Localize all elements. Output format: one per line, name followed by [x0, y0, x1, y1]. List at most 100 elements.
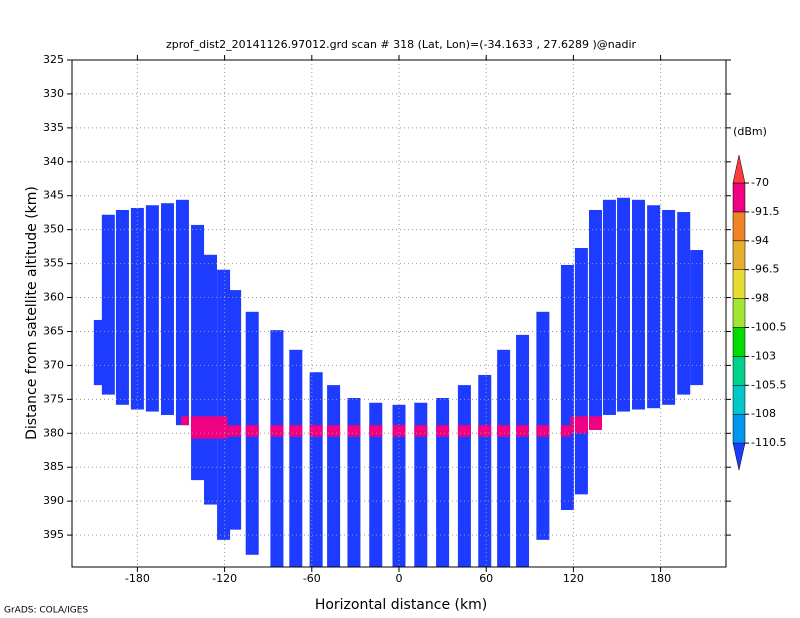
surface-echo	[436, 425, 450, 437]
chart-title: zprof_dist2_20141126.97012.grd scan # 31…	[166, 38, 637, 51]
y-tick-label: 395	[43, 528, 64, 541]
surface-echo	[414, 425, 428, 437]
echo-column	[602, 199, 616, 415]
echo-column	[414, 402, 428, 567]
echo-column	[457, 385, 471, 567]
echo-column	[145, 205, 159, 412]
surface-echo	[309, 425, 323, 437]
colorbar-triangle	[732, 442, 746, 471]
surface-echo	[191, 416, 205, 439]
echo-column	[574, 248, 588, 495]
y-tick-label: 345	[43, 189, 64, 202]
colorbar-label: (dBm)	[733, 125, 767, 138]
x-tick-label: -60	[303, 572, 321, 585]
surface-echo	[217, 416, 228, 439]
y-tick-label: 390	[43, 494, 64, 507]
y-tick-label: 350	[43, 223, 64, 236]
colorbar-tick-label: -94	[751, 234, 769, 247]
surface-echo	[560, 425, 571, 437]
surface-echo	[497, 425, 511, 437]
echo-column	[204, 254, 218, 505]
echo-column	[677, 212, 691, 395]
field	[93, 197, 704, 567]
y-axis-label: Distance from satellite altitude (km)	[24, 186, 40, 440]
x-tick-label: 0	[396, 572, 403, 585]
colorbar-box	[732, 240, 746, 270]
y-tick-label: 360	[43, 291, 64, 304]
echo-column	[101, 214, 115, 395]
echo-column	[497, 349, 511, 567]
surface-echo	[228, 425, 242, 437]
colorbar-tick-label: -96.5	[751, 263, 779, 276]
echo-column	[516, 334, 530, 567]
colorbar-box	[732, 211, 746, 242]
surface-echo	[478, 425, 492, 437]
surface-echo	[347, 425, 361, 437]
echo-column	[347, 398, 361, 567]
colorbar-triangle	[732, 154, 746, 184]
y-tick-label: 365	[43, 324, 64, 337]
echo-column	[369, 402, 383, 567]
footer: GrADS: COLA/IGES	[4, 606, 88, 616]
x-tick-label: -180	[125, 572, 150, 585]
y-tick-label: 335	[43, 121, 64, 134]
y-tick-label: 355	[43, 257, 64, 270]
surface-echo	[516, 425, 530, 437]
colorbar-box	[732, 356, 746, 386]
echo-column	[175, 199, 189, 426]
colorbar-box	[732, 327, 746, 357]
colorbar-tick-label: -103	[751, 349, 776, 362]
colorbar-box	[732, 298, 746, 328]
y-tick-label: 340	[43, 155, 64, 168]
echo-column	[160, 203, 174, 415]
surface-echo	[289, 425, 303, 437]
surface-echo	[570, 416, 574, 434]
colorbar-box	[732, 385, 746, 415]
y-tick-label: 380	[43, 426, 64, 439]
colorbar-tick-label: -105.5	[751, 378, 786, 391]
echo-column	[478, 374, 492, 567]
echo-column	[270, 330, 284, 567]
echo-column	[560, 264, 574, 510]
x-tick-label: -120	[212, 572, 237, 585]
y-tick-label: 330	[43, 87, 64, 100]
surface-echo	[245, 425, 259, 437]
surface-echo	[270, 425, 284, 437]
colorbar-tick-label: -100.5	[751, 321, 786, 334]
colorbar-tick-label: -91.5	[751, 205, 779, 218]
y-tick-label: 375	[43, 392, 64, 405]
surface-echo	[392, 425, 406, 437]
x-axis-label: Horizontal distance (km)	[315, 597, 487, 613]
echo-column	[436, 398, 450, 567]
echo-column	[228, 290, 242, 530]
colorbar-box	[732, 413, 746, 444]
y-tick-label: 370	[43, 358, 64, 371]
echo-column	[632, 199, 646, 410]
colorbar-tick-label: -70	[751, 176, 769, 189]
surface-echo	[327, 425, 341, 437]
surface-echo	[574, 416, 588, 434]
x-tick-label: 180	[650, 572, 671, 585]
plot-frame	[71, 59, 727, 568]
colorbar-tick-label: -110.5	[751, 436, 786, 449]
colorbar-tick-label: -108	[751, 407, 776, 420]
echo-column	[191, 224, 205, 481]
echo-column	[647, 205, 661, 409]
colorbar-tick-label: -98	[751, 292, 769, 305]
echo-column	[617, 197, 631, 412]
surface-echo	[204, 416, 218, 439]
x-tick-label: 60	[479, 572, 493, 585]
echo-column	[392, 404, 406, 567]
colorbar-box	[732, 182, 746, 213]
y-tick-label: 385	[43, 460, 64, 473]
echo-column	[309, 372, 323, 567]
echo-column	[662, 209, 676, 405]
y-tick-label: 325	[43, 53, 64, 66]
colorbar-box	[732, 269, 746, 299]
echo-column	[690, 250, 704, 386]
echo-column	[327, 385, 341, 567]
surface-echo	[536, 425, 550, 437]
surface-echo	[181, 416, 189, 426]
surface-echo	[588, 416, 602, 430]
